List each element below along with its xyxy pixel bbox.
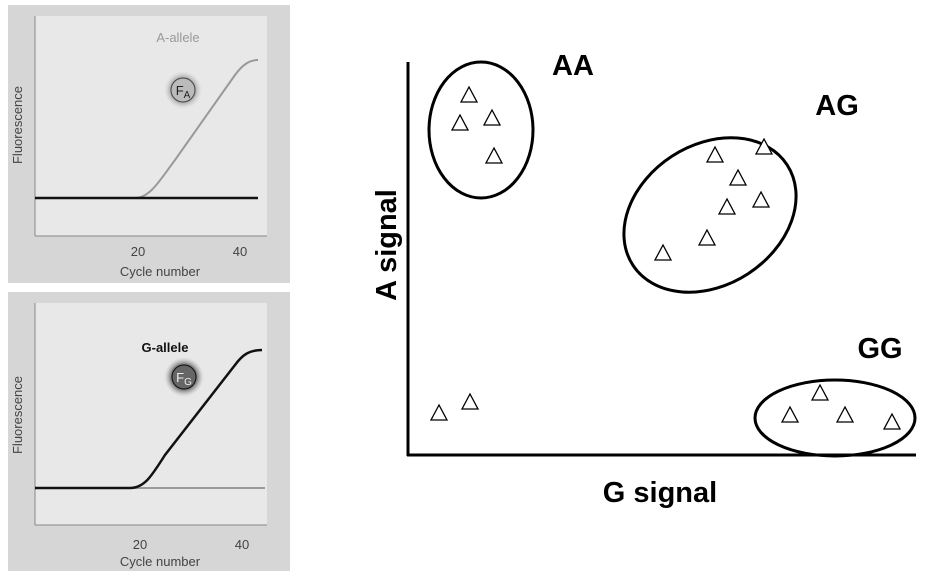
probe-symbol: F [176, 370, 184, 385]
y-label: A signal [371, 189, 403, 301]
panel-g: G-allele FG Fluorescence 20 40 Cycle num… [8, 292, 290, 571]
figure: A-allele FA Fluorescence 20 40 Cycle num… [0, 0, 930, 571]
sample-marker [655, 245, 671, 260]
cluster-label: GG [857, 333, 902, 365]
sample-marker [782, 407, 798, 422]
x-label: G signal [603, 477, 717, 509]
x-tick-label: 40 [235, 537, 249, 552]
cluster-ellipse [595, 106, 826, 324]
probe-subscript: G [184, 377, 192, 388]
y-label: Fluorescence [10, 376, 25, 454]
cluster-label: AA [552, 50, 594, 82]
sample-marker [719, 199, 735, 214]
sample-marker [837, 407, 853, 422]
allele-label: A-allele [156, 30, 199, 45]
panel-a: A-allele FA Fluorescence 20 40 Cycle num… [8, 5, 290, 283]
sample-marker [699, 230, 715, 245]
sample-marker [753, 192, 769, 207]
cluster-plot: A signal G signal AA AG GG [371, 50, 916, 509]
cluster-label: AG [815, 90, 859, 122]
x-tick-label: 40 [233, 244, 247, 259]
probe-subscript: A [184, 90, 191, 101]
sample-marker [730, 170, 746, 185]
sample-marker [431, 405, 447, 420]
allele-label: G-allele [142, 340, 189, 355]
x-tick-label: 20 [131, 244, 145, 259]
sample-marker [707, 147, 723, 162]
x-label: Cycle number [120, 264, 201, 279]
sample-marker [486, 148, 502, 163]
sample-marker [484, 110, 500, 125]
x-tick-label: 20 [133, 537, 147, 552]
sample-marker [462, 394, 478, 409]
y-label: Fluorescence [10, 86, 25, 164]
plot-area [35, 16, 267, 236]
sample-marker [884, 414, 900, 429]
cluster-ellipse [429, 62, 533, 198]
sample-marker [461, 87, 477, 102]
probe-symbol: F [176, 83, 184, 98]
plot-area [35, 303, 267, 525]
sample-marker [452, 115, 468, 130]
samples [431, 87, 900, 429]
x-label: Cycle number [120, 554, 201, 569]
sample-marker [812, 385, 828, 400]
